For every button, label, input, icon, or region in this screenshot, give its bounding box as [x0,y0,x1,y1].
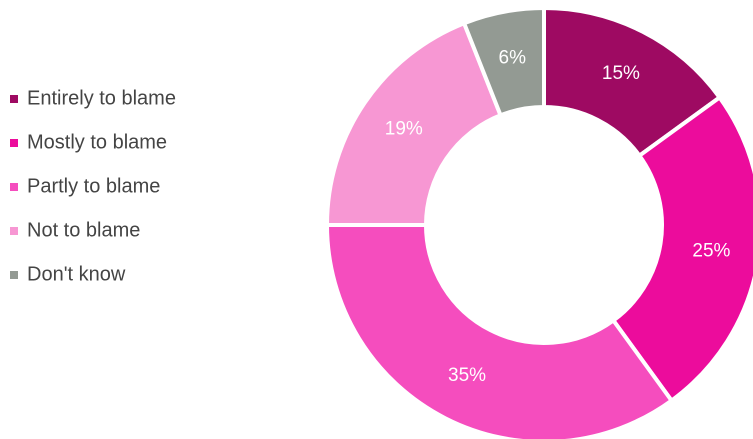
legend-marker [10,95,18,103]
legend-marker [10,139,18,147]
legend-marker [10,183,18,191]
donut-slice [610,94,753,404]
data-label: 35% [448,365,486,386]
legend-label: Mostly to blame [27,131,167,153]
legend-label: Entirely to blame [27,87,176,109]
data-label: 25% [692,241,730,262]
legend-label: Partly to blame [27,175,160,197]
legend-label: Not to blame [27,219,140,241]
legend-marker [10,227,18,235]
data-label: 15% [602,63,640,84]
donut-slice [324,20,504,227]
legend-label: Don't know [27,263,126,285]
data-label: 19% [385,119,423,140]
data-label: 6% [499,48,527,69]
donut-slice [324,223,675,439]
legend-marker [10,271,18,279]
donut-slice [461,5,546,118]
